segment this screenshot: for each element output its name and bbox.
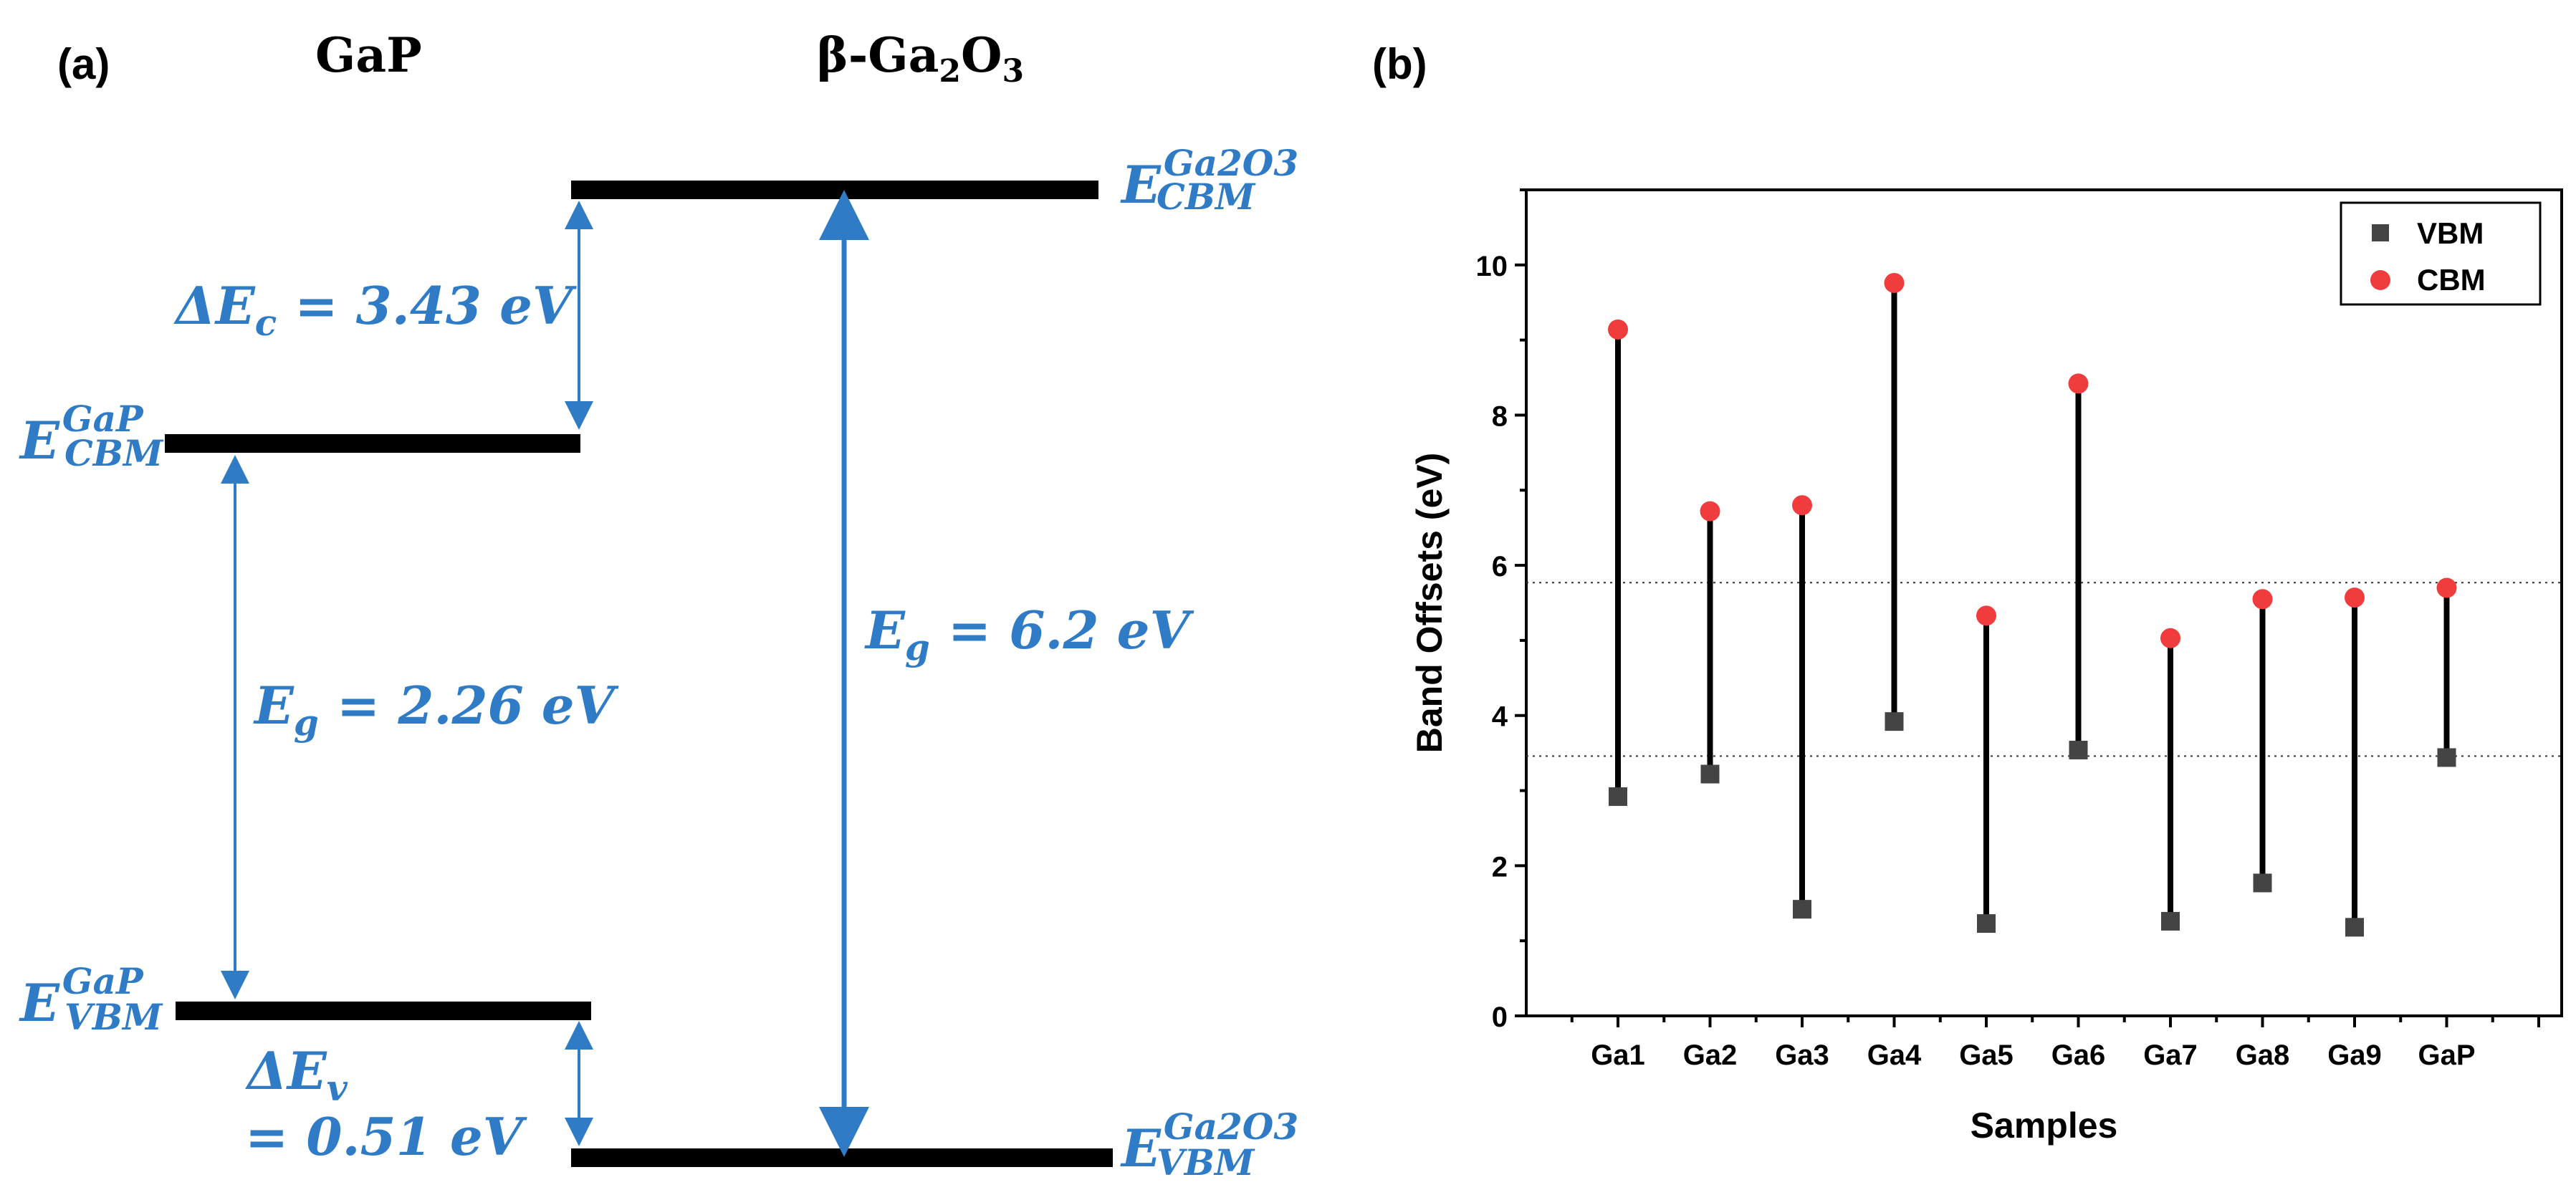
x-tick-label: Ga5 — [1959, 1040, 2014, 1071]
ga2o3-column-title: β-Ga2O3 — [817, 27, 1024, 90]
y-tick-label: 2 — [1492, 851, 1508, 883]
y-tick-label: 10 — [1476, 251, 1508, 282]
cbm-point — [1976, 605, 1996, 626]
vbm-point — [1700, 764, 1720, 784]
gap-vbm-sub: VBM — [64, 996, 163, 1038]
panel-b-band-offsets-chart: (b) 0 2 4 6 8 10 Ga1 Ga2 Ga3 Ga4 Ga5 Ga6 Ga7 Ga8 Ga9 Ga… — [1372, 40, 2563, 1146]
gap-vbm-level — [176, 1002, 591, 1020]
x-tick-label: Ga9 — [2327, 1040, 2382, 1071]
gap-column-title: GaP — [315, 27, 422, 83]
panel-a-energy-diagram: (a) GaP β-Ga2O3 EGa2O3 CBM EGaP CBM EGaP… — [19, 27, 1298, 1184]
vbm-point — [1885, 712, 1904, 731]
x-tick-label: Ga6 — [2051, 1040, 2106, 1071]
cbm-point — [1700, 501, 1720, 522]
x-tick-label: Ga7 — [2143, 1040, 2198, 1071]
ga2o3-cbm-sub: CBM — [1157, 176, 1256, 218]
y-tick-label: 8 — [1492, 400, 1508, 432]
gap-cbm-label: EGaP — [19, 398, 144, 471]
panel-b-label: (b) — [1372, 40, 1427, 88]
legend-cbm-label: CBM — [2417, 263, 2486, 297]
plot-frame — [1525, 188, 2563, 1017]
vbm-point — [2069, 740, 2088, 759]
delta-ev-label: ΔEv — [245, 1040, 348, 1109]
y-axis-label: Band Offsets (eV) — [1409, 453, 1450, 754]
cbm-point — [1792, 495, 1812, 516]
cbm-point — [1608, 319, 1628, 340]
gap-cbm-level — [165, 434, 580, 453]
cbm-point — [2345, 587, 2365, 608]
vbm-point — [2345, 918, 2364, 937]
vbm-point — [1977, 914, 1996, 933]
legend-cbm-marker — [2370, 270, 2390, 290]
delta-ev-value: = 0.51 eV — [245, 1106, 527, 1167]
x-tick-label: Ga1 — [1591, 1040, 1645, 1071]
delta-ec-label: ΔEc = 3.43 eV — [173, 275, 577, 344]
plot-area: 0 2 4 6 8 10 Ga1 Ga2 Ga3 Ga4 Ga5 Ga6 Ga7 Ga8 Ga9 GaP Sam… — [1409, 188, 2563, 1146]
y-tick-label: 4 — [1492, 701, 1508, 733]
ga2o3-cbm-label: EGa2O3 — [1120, 142, 1298, 215]
cbm-point — [2068, 373, 2089, 394]
panel-a-label: (a) — [57, 40, 110, 88]
ga2o3-vbm-sub: VBM — [1157, 1141, 1255, 1184]
vbm-point — [2437, 748, 2456, 767]
legend-vbm-label: VBM — [2417, 216, 2484, 250]
cbm-point — [1884, 272, 1905, 293]
gap-bandgap-label: Eg = 2.26 eV — [253, 675, 619, 744]
x-tick-label: Ga8 — [2236, 1040, 2290, 1071]
ga2o3-vbm-level — [571, 1148, 1113, 1167]
x-tick-label: GaP — [2418, 1040, 2475, 1071]
x-tick-label: Ga2 — [1683, 1040, 1738, 1071]
vbm-point — [2253, 873, 2272, 893]
ga2o3-bandgap-label: Eg = 6.2 eV — [864, 600, 1194, 668]
x-axis-label: Samples — [1971, 1105, 2118, 1146]
vbm-point — [2161, 911, 2180, 931]
y-tick-label: 6 — [1492, 551, 1508, 582]
cbm-point — [2436, 577, 2457, 598]
x-tick-label: Ga3 — [1775, 1040, 1829, 1071]
cbm-point — [2160, 628, 2180, 648]
gap-cbm-sub: CBM — [64, 432, 164, 474]
y-tick-label: 0 — [1492, 1002, 1508, 1033]
ga2o3-vbm-label: EGa2O3 — [1120, 1105, 1298, 1179]
legend-vbm-marker — [2372, 224, 2389, 241]
ga2o3-cbm-level — [571, 181, 1098, 199]
x-tick-label: Ga4 — [1867, 1040, 1922, 1071]
cbm-point — [2252, 589, 2273, 610]
vbm-point — [1609, 787, 1627, 806]
vbm-point — [1793, 900, 1811, 919]
gap-vbm-label: EGaP — [19, 960, 144, 1033]
